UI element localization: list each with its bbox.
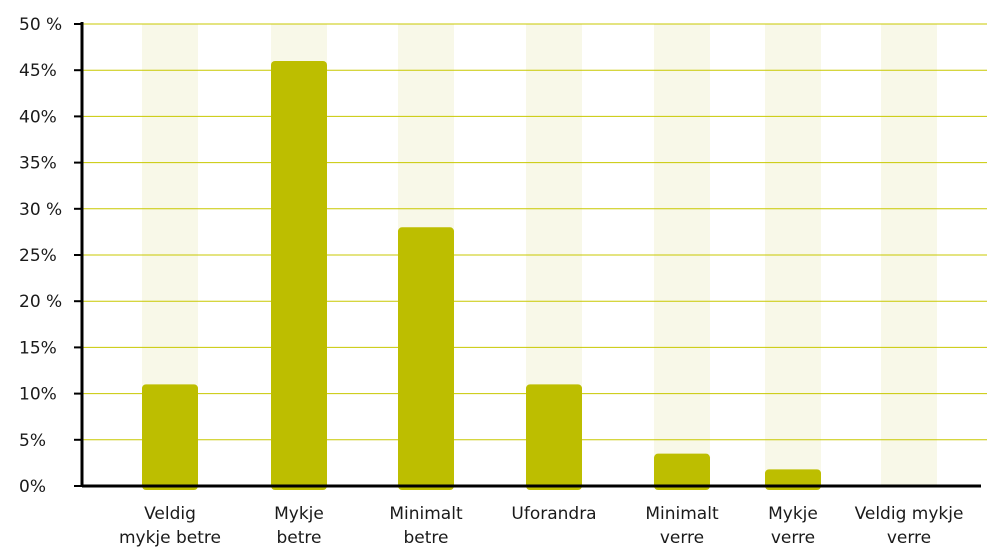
- x-tick-label-1: Mykje betre: [274, 504, 324, 548]
- y-tick-label-4: 20 %: [19, 292, 62, 312]
- y-tick-label-5: 25%: [19, 246, 57, 266]
- x-tick-label-6: Veldig mykje verre: [855, 504, 964, 548]
- bar-3: [526, 384, 582, 490]
- bar-0: [142, 384, 198, 490]
- y-tick-label-0: 0%: [19, 477, 46, 497]
- y-tick-label-6: 30 %: [19, 200, 62, 220]
- y-tick-labels: 0% 5% 10% 15% 20 % 25% 30 % 35% 40% 45% 50 %: [19, 15, 82, 497]
- x-tick-label-2: Minimalt betre: [389, 504, 463, 548]
- y-tick-label-3: 15%: [19, 338, 57, 358]
- bar-4: [654, 453, 710, 490]
- x-tick-label-5: Mykje verre: [768, 504, 818, 548]
- y-tick-label-10: 50 %: [19, 15, 62, 35]
- y-tick-label-8: 40%: [19, 107, 57, 127]
- bars: [142, 60, 821, 491]
- y-tick-label-7: 35%: [19, 154, 57, 174]
- bar-1: [271, 60, 327, 491]
- y-tick-label-2: 10%: [19, 385, 57, 405]
- x-tick-label-3: Uforandra: [511, 504, 596, 524]
- x-tick-label-4: Minimalt verre: [645, 504, 719, 548]
- x-tick-label-0: Veldig mykje betre: [119, 504, 221, 548]
- y-tick-label-1: 5%: [19, 431, 46, 451]
- bar-2: [398, 227, 454, 490]
- x-tick-labels: Veldig mykje betre Mykje betre Minimalt betre…: [119, 504, 963, 548]
- y-tick-label-9: 45%: [19, 61, 57, 81]
